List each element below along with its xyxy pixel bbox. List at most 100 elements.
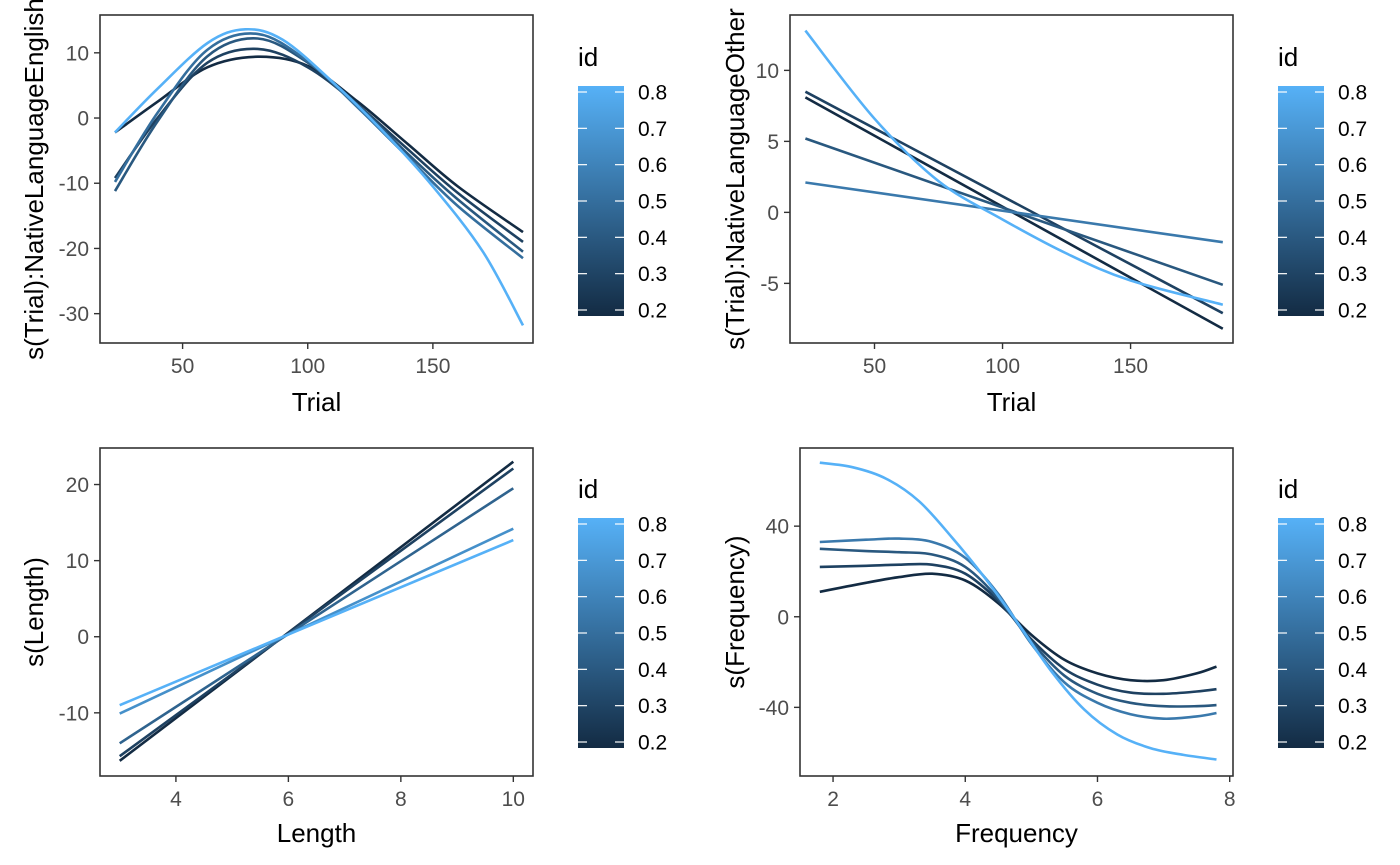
- legend-tick-label: 0.5: [638, 623, 667, 646]
- legend-tick-label: 0.5: [1338, 191, 1367, 214]
- legend-tick-label: 0.2: [1338, 732, 1367, 755]
- y-axis-title: s(Length): [19, 557, 49, 667]
- y-tick-label: -30: [59, 303, 89, 326]
- y-tick-label: -20: [59, 238, 89, 261]
- y-tick-label: 40: [766, 516, 789, 539]
- y-tick-label: 0: [777, 606, 789, 629]
- legend-tick-label: 0.7: [638, 550, 667, 573]
- y-tick-label: 5: [767, 131, 779, 154]
- series-group: [118, 460, 515, 762]
- series-line-5: [114, 27, 525, 327]
- legend-tick-label: 0.7: [1338, 118, 1367, 141]
- x-tick-label: 8: [1224, 788, 1236, 811]
- chart-panel-3: 4 6 8 10 20 10 0 -10 Length s(Length) id 0.8 0.7 0.6 0…: [19, 447, 668, 848]
- x-axis-title: Trial: [987, 387, 1037, 417]
- legend-tick-label: 0.8: [1338, 514, 1367, 537]
- legend-tick-label: 0.6: [638, 154, 667, 177]
- legend-tick-label: 0.2: [638, 300, 667, 323]
- series-group: [804, 29, 1224, 330]
- panel-border: [799, 447, 1234, 777]
- legend-colorbar: id 0.8 0.7 0.6 0.5 0.4 0.3 0.2: [1278, 474, 1368, 755]
- legend-title: id: [1278, 42, 1298, 72]
- legend-tick-label: 0.7: [638, 118, 667, 141]
- x-tick-label: 2: [827, 788, 839, 811]
- x-tick-label: 100: [985, 355, 1020, 378]
- legend-tick-label: 0.4: [638, 659, 668, 682]
- legend-colorbar: id 0.8 0.7 0.6 0.5 0.4 0.3 0.2: [578, 474, 668, 755]
- series-line-4: [119, 527, 514, 715]
- chart-panel-1: 50 100 150100-10-20-30Trials(Trial):Native…: [19, 0, 668, 417]
- legend-tick-label: 0.6: [638, 586, 667, 609]
- legend-tick-label: 0.5: [638, 191, 667, 214]
- chart-panel-2: 50 100 1501050-5Trials(Trial):NativeLangua…: [720, 8, 1368, 417]
- panel-border: [789, 14, 1234, 344]
- chart-panel-4: 2 4 6 8 40 0 -40 Frequency s(Frequency) id 0.8 0.7 0…: [720, 447, 1368, 848]
- x-tick-label: 100: [290, 355, 325, 378]
- y-axis-title: s(Trial):NativeLanguageEnglish: [19, 0, 49, 360]
- legend-tick-label: 0.3: [638, 263, 667, 286]
- legend-tick-label: 0.6: [1338, 154, 1367, 177]
- y-tick-label: 10: [66, 42, 89, 65]
- y-tick-label: 0: [77, 626, 89, 649]
- legend-tick-label: 0.3: [1338, 263, 1367, 286]
- x-tick-label: 50: [863, 355, 886, 378]
- y-tick-label: 10: [756, 60, 779, 83]
- x-tick-label: 4: [959, 788, 971, 811]
- x-tick-label: 50: [171, 355, 194, 378]
- series-line-4: [113, 32, 524, 260]
- legend-tick-label: 0.4: [1338, 227, 1368, 250]
- series-line-2: [118, 467, 515, 758]
- y-axis-title: s(Trial):NativeLanguageOther: [720, 8, 750, 350]
- legend-title: id: [1278, 474, 1298, 504]
- y-tick-label: -10: [59, 173, 89, 196]
- series-line-5: [119, 538, 514, 707]
- x-axis-title: Frequency: [955, 818, 1078, 848]
- x-tick-label: 6: [1092, 788, 1104, 811]
- series-line-2: [113, 47, 524, 243]
- legend-tick-label: 0.8: [638, 82, 667, 105]
- legend-tick-label: 0.8: [638, 514, 667, 537]
- y-axis-title: s(Frequency): [720, 535, 750, 688]
- x-tick-label: 4: [170, 788, 182, 811]
- legend-colorbar: id 0.8 0.7 0.6 0.5 0.4 0.3 0.2: [1278, 42, 1368, 323]
- legend-colorbar: id 0.8 0.7 0.6 0.5 0.4 0.3 0.2: [578, 42, 668, 323]
- legend-tick-label: 0.6: [1338, 586, 1367, 609]
- legend-tick-label: 0.3: [638, 695, 667, 718]
- y-tick-label: 0: [77, 108, 89, 131]
- x-tick-label: 150: [1113, 355, 1148, 378]
- series-line-3: [118, 487, 515, 745]
- y-tick-label: -10: [59, 702, 89, 725]
- legend-tick-label: 0.3: [1338, 695, 1367, 718]
- panel-border: [99, 447, 534, 777]
- series-line-2: [819, 562, 1217, 696]
- legend-tick-label: 0.2: [1338, 300, 1367, 323]
- legend-tick-label: 0.4: [1338, 659, 1368, 682]
- panel-border: [99, 14, 534, 344]
- series-line-3: [819, 547, 1217, 708]
- x-axis-title: Trial: [292, 387, 342, 417]
- series-line-2: [804, 90, 1224, 315]
- y-tick-label: 0: [767, 202, 779, 225]
- legend-title: id: [578, 42, 598, 72]
- series-line-5: [804, 29, 1224, 306]
- legend-tick-label: 0.2: [638, 732, 667, 755]
- series-group: [113, 27, 525, 327]
- series-group: [819, 461, 1217, 761]
- y-tick-label: 20: [66, 474, 89, 497]
- x-tick-label: 150: [415, 355, 450, 378]
- legend-tick-label: 0.7: [1338, 550, 1367, 573]
- series-line-5: [819, 461, 1217, 761]
- y-tick-label: -5: [760, 273, 779, 296]
- legend-tick-label: 0.8: [1338, 82, 1367, 105]
- y-tick-label: -40: [759, 697, 789, 720]
- y-tick-label: 10: [66, 550, 89, 573]
- x-tick-label: 10: [502, 788, 525, 811]
- x-tick-label: 8: [395, 788, 407, 811]
- series-line-1: [819, 572, 1217, 683]
- series-line-1: [114, 55, 524, 234]
- legend-title: id: [578, 474, 598, 504]
- legend-tick-label: 0.4: [638, 227, 668, 250]
- x-axis-title: Length: [277, 818, 357, 848]
- x-tick-label: 6: [283, 788, 295, 811]
